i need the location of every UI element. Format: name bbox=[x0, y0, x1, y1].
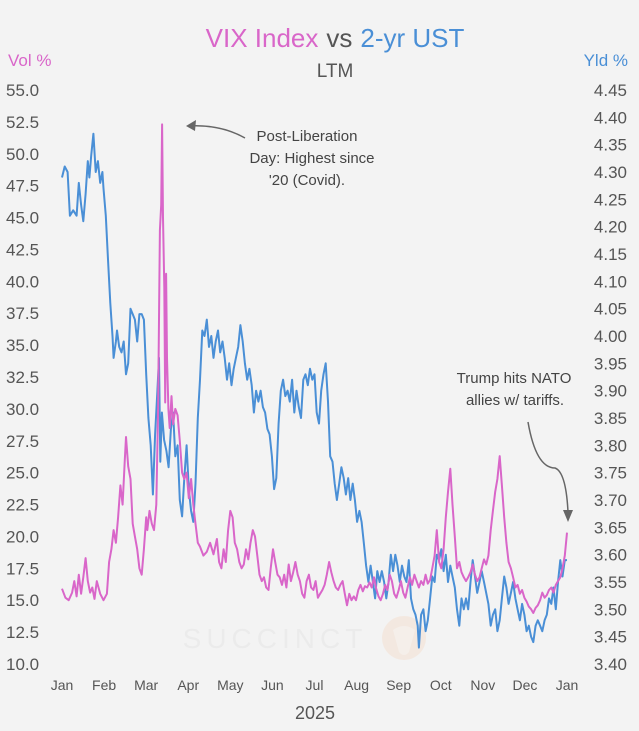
annotation-line: Trump hits NATO bbox=[457, 370, 572, 387]
right-tick-label: 3.55 bbox=[594, 573, 627, 592]
right-tick-label: 3.80 bbox=[594, 436, 627, 455]
right-tick-label: 3.50 bbox=[594, 600, 627, 619]
month-tick-label: Apr bbox=[177, 677, 199, 693]
month-tick-label: Feb bbox=[92, 677, 116, 693]
watermark-text: SUCCINCT bbox=[183, 623, 368, 654]
month-tick-label: Mar bbox=[134, 677, 158, 693]
left-tick-label: 52.5 bbox=[6, 113, 39, 132]
annotation-nato-tariffs: Trump hits NATO allies w/ tariffs. bbox=[457, 370, 573, 522]
right-tick-label: 4.40 bbox=[594, 108, 627, 127]
right-tick-label: 3.60 bbox=[594, 546, 627, 565]
x-axis-months: Jan Feb Mar Apr May Jun Jul Aug Sep Oct Nov Dec Jan bbox=[51, 677, 579, 693]
title-ust: 2-yr UST bbox=[360, 23, 464, 53]
left-tick-label: 20.0 bbox=[6, 527, 39, 546]
left-tick-label: 55.0 bbox=[6, 81, 39, 100]
left-tick-label: 30.0 bbox=[6, 400, 39, 419]
right-tick-label: 4.35 bbox=[594, 136, 627, 155]
right-tick-label: 4.20 bbox=[594, 218, 627, 237]
right-tick-label: 4.00 bbox=[594, 327, 627, 346]
chart-subtitle: LTM bbox=[317, 61, 354, 82]
annotation-line: '20 (Covid). bbox=[269, 172, 345, 189]
right-tick-label: 3.45 bbox=[594, 628, 627, 647]
month-tick-label: Jul bbox=[306, 677, 324, 693]
right-tick-label: 3.40 bbox=[594, 655, 627, 674]
left-tick-label: 17.5 bbox=[6, 559, 39, 578]
annotation-liberation-day: Post-Liberation Day: Highest since '20 (… bbox=[186, 120, 375, 189]
month-tick-label: Jun bbox=[261, 677, 284, 693]
right-tick-label: 4.15 bbox=[594, 245, 627, 264]
arrow-head-icon bbox=[186, 120, 196, 131]
annotation-line: allies w/ tariffs. bbox=[466, 392, 564, 409]
left-axis-ticks: 10.0 12.5 15.0 17.5 20.0 22.5 25.0 27.5 30.0 32.5… bbox=[6, 81, 39, 674]
right-tick-label: 4.10 bbox=[594, 272, 627, 291]
left-tick-label: 25.0 bbox=[6, 464, 39, 483]
series-line-vix bbox=[61, 123, 568, 614]
month-tick-label: Oct bbox=[430, 677, 452, 693]
right-tick-label: 3.65 bbox=[594, 518, 627, 537]
left-tick-label: 47.5 bbox=[6, 177, 39, 196]
annotation-line: Post-Liberation bbox=[257, 128, 358, 145]
left-tick-label: 27.5 bbox=[6, 432, 39, 451]
left-tick-label: 22.5 bbox=[6, 496, 39, 515]
month-tick-label: Jan bbox=[556, 677, 579, 693]
title-vs: vs bbox=[326, 23, 352, 53]
right-tick-label: 3.85 bbox=[594, 409, 627, 428]
right-tick-label: 4.05 bbox=[594, 300, 627, 319]
watermark-shield-icon bbox=[393, 626, 415, 655]
right-tick-label: 4.25 bbox=[594, 190, 627, 209]
left-tick-label: 32.5 bbox=[6, 368, 39, 387]
left-tick-label: 12.5 bbox=[6, 623, 39, 642]
month-tick-label: Nov bbox=[470, 677, 495, 693]
month-tick-label: Aug bbox=[344, 677, 369, 693]
title-vix: VIX Index bbox=[206, 23, 319, 53]
left-axis-label: Vol % bbox=[8, 51, 51, 70]
right-axis-label: Yld % bbox=[584, 51, 628, 70]
right-tick-label: 4.30 bbox=[594, 163, 627, 182]
left-tick-label: 40.0 bbox=[6, 272, 39, 291]
arrow-head-icon bbox=[563, 510, 573, 522]
chart-title: VIX Index vs 2-yr UST bbox=[206, 23, 465, 53]
month-tick-label: May bbox=[217, 677, 243, 693]
right-tick-label: 3.95 bbox=[594, 354, 627, 373]
watermark: SUCCINCT bbox=[183, 616, 426, 660]
month-tick-label: Dec bbox=[512, 677, 537, 693]
left-tick-label: 37.5 bbox=[6, 304, 39, 323]
left-tick-label: 42.5 bbox=[6, 240, 39, 259]
left-tick-label: 35.0 bbox=[6, 336, 39, 355]
left-tick-label: 15.0 bbox=[6, 591, 39, 610]
x-axis-label: 2025 bbox=[295, 703, 335, 723]
right-tick-label: 3.70 bbox=[594, 491, 627, 510]
annotation-line: Day: Highest since bbox=[249, 150, 374, 167]
right-tick-label: 3.90 bbox=[594, 382, 627, 401]
left-tick-label: 45.0 bbox=[6, 209, 39, 228]
left-tick-label: 50.0 bbox=[6, 145, 39, 164]
month-tick-label: Sep bbox=[386, 677, 411, 693]
watermark-logo-icon bbox=[382, 616, 426, 660]
month-tick-label: Jan bbox=[51, 677, 74, 693]
right-tick-label: 4.45 bbox=[594, 81, 627, 100]
series-line-2yr-ust bbox=[61, 132, 567, 649]
left-tick-label: 10.0 bbox=[6, 655, 39, 674]
annotation-arrow-nato bbox=[527, 421, 569, 513]
right-axis-ticks: 3.40 3.45 3.50 3.55 3.60 3.65 3.70 3.75 3.80 3.85… bbox=[594, 81, 627, 674]
right-tick-label: 3.75 bbox=[594, 464, 627, 483]
